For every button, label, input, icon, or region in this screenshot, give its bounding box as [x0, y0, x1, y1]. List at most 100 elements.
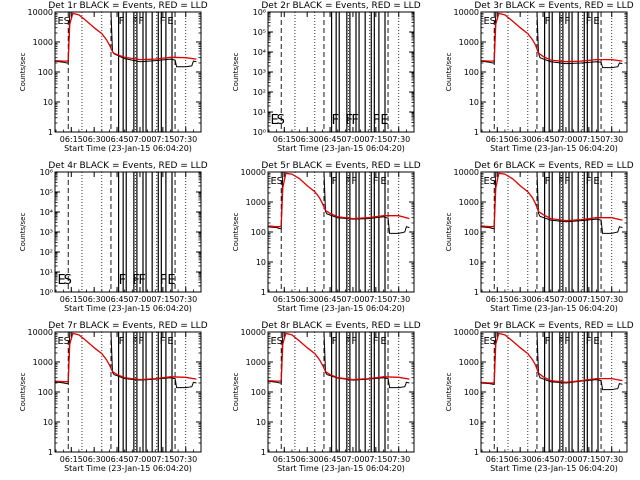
flag-label: F [558, 16, 564, 27]
y-tick-label: 10⁵ [40, 188, 53, 197]
panel-title: Det 5r BLACK = Events, RED = LLD [261, 161, 420, 171]
y-tick-label: 10³ [40, 228, 53, 237]
x-tick-label: 06:45 [106, 295, 129, 304]
panel-det-6: Det 6r BLACK = Events, RED = LLD Counts/s… [445, 161, 634, 313]
x-axis-label: Start Time (23-Jan-15 06:04:20) [277, 304, 405, 313]
x-tick-label: 06:45 [319, 455, 342, 464]
flag-label: F [564, 176, 570, 187]
x-axis-label: Start Time (23-Jan-15 06:04:20) [277, 144, 405, 153]
y-tick-label: 10⁴ [40, 208, 53, 217]
x-tick-label: 06:45 [532, 295, 555, 304]
flag-label: F [351, 113, 358, 128]
flag-label: E [271, 176, 277, 187]
x-tick-label: 06:15 [486, 295, 509, 304]
flag-label: F [119, 273, 126, 288]
flag-label: E [380, 176, 386, 187]
panel-title: Det 1r BLACK = Events, RED = LLD [48, 1, 207, 11]
flag-label: E [167, 16, 173, 27]
y-tick-label: 10000 [454, 8, 479, 17]
x-axis-label: Start Time (23-Jan-15 06:04:20) [277, 464, 405, 473]
flag-label: F [564, 336, 570, 347]
x-tick-label: 07:00 [554, 295, 577, 304]
y-axis-label: Counts/sec [445, 53, 453, 92]
y-tick-label: 10⁵ [253, 28, 266, 37]
y-tick-label: 100 [38, 68, 53, 77]
x-tick-label: 06:30 [509, 455, 532, 464]
x-tick-label: 06:30 [83, 455, 106, 464]
x-tick-label: 07:30 [600, 135, 623, 144]
panel-det-1: Det 1r BLACK = Events, RED = LLD Counts/s… [19, 1, 208, 153]
y-tick-label: 100 [464, 228, 479, 237]
flag-label: F [332, 336, 338, 347]
x-tick-label: 06:45 [319, 295, 342, 304]
x-tick-label: 06:45 [319, 135, 342, 144]
x-axis-label: Start Time (23-Jan-15 06:04:20) [490, 304, 618, 313]
flag-label: E [593, 176, 599, 187]
flag-label: S [277, 336, 283, 347]
y-tick-label: 10 [469, 258, 479, 267]
x-axis-label: Start Time (23-Jan-15 06:04:20) [64, 304, 192, 313]
y-tick-label: 1 [474, 448, 479, 457]
flag-label: E [484, 336, 490, 347]
plot-frame [267, 171, 415, 293]
y-tick-label: 10000 [241, 168, 266, 177]
flag-label: F [119, 16, 125, 27]
y-tick-label: 10 [256, 418, 266, 427]
x-tick-label: 07:15 [151, 455, 174, 464]
x-tick-label: 07:30 [174, 295, 197, 304]
y-axis-label: Counts/sec [445, 213, 453, 252]
y-tick-label: 1 [474, 288, 479, 297]
flag-label: S [490, 336, 496, 347]
x-tick-label: 06:30 [83, 135, 106, 144]
y-tick-label: 10 [43, 98, 53, 107]
x-tick-label: 06:45 [532, 135, 555, 144]
flag-label: S [64, 273, 72, 288]
plot-frame [267, 11, 415, 133]
y-tick-label: 100 [38, 388, 53, 397]
panel-title: Det 7r BLACK = Events, RED = LLD [48, 321, 207, 331]
flag-label: E [271, 113, 279, 128]
plot-frame [480, 11, 628, 133]
panel-title: Det 6r BLACK = Events, RED = LLD [474, 161, 633, 171]
panel-title: Det 9r BLACK = Events, RED = LLD [474, 321, 633, 331]
flag-label: F [332, 176, 338, 187]
lld-series-line [54, 332, 197, 383]
flag-label: F [132, 16, 138, 27]
y-tick-label: 1 [48, 448, 53, 457]
flag-label: F [373, 113, 380, 128]
y-tick-label: 10² [253, 88, 266, 97]
y-axis-label: Counts/sec [445, 373, 453, 412]
y-tick-label: 1000 [246, 198, 266, 207]
y-tick-label: 10000 [28, 328, 53, 337]
panel-title: Det 4r BLACK = Events, RED = LLD [48, 161, 207, 171]
plot-frame [54, 171, 202, 293]
flag-label: S [277, 176, 283, 187]
x-tick-label: 06:15 [486, 455, 509, 464]
x-tick-label: 07:15 [364, 295, 387, 304]
y-tick-label: 10 [43, 418, 53, 427]
panel-det-4: Det 4r BLACK = Events, RED = LLD Counts/s… [19, 161, 208, 313]
flag-label: F [586, 336, 592, 347]
panel-det-7: Det 7r BLACK = Events, RED = LLD Counts/s… [19, 321, 208, 473]
x-tick-label: 06:30 [296, 455, 319, 464]
y-tick-label: 1 [261, 288, 266, 297]
x-tick-label: 06:30 [296, 295, 319, 304]
flag-label: F [545, 336, 551, 347]
x-tick-label: 07:30 [387, 135, 410, 144]
flag-label: E [58, 336, 64, 347]
y-tick-label: 1000 [33, 38, 53, 47]
flag-label: E [484, 16, 490, 27]
y-tick-label: 10¹ [40, 268, 53, 277]
flag-label: F [138, 16, 144, 27]
x-tick-label: 06:30 [509, 135, 532, 144]
plot-frame [480, 331, 628, 453]
y-tick-label: 1 [48, 128, 53, 137]
x-tick-label: 06:30 [509, 295, 532, 304]
flag-label: E [271, 336, 277, 347]
x-tick-label: 07:30 [174, 455, 197, 464]
y-tick-label: 100 [464, 388, 479, 397]
flag-label: F [345, 176, 351, 187]
lld-series-line [480, 332, 623, 384]
panel-title: Det 8r BLACK = Events, RED = LLD [261, 321, 420, 331]
flag-label: F [132, 336, 138, 347]
